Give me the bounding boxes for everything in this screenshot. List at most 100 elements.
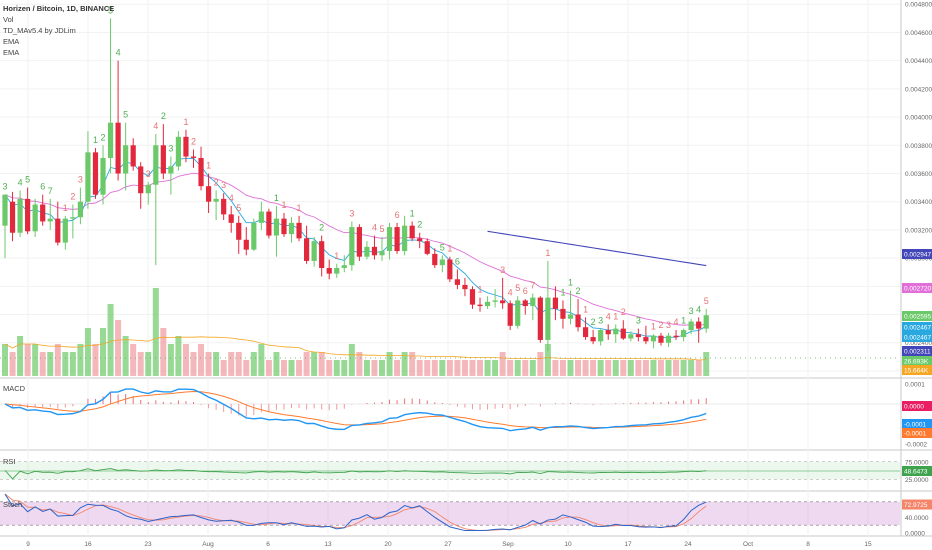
candle-body bbox=[281, 218, 287, 235]
symbol-title: Horizen / Bitcoin, 1D, BINANCE bbox=[3, 4, 115, 13]
candle-body bbox=[25, 198, 31, 232]
volume-bar bbox=[499, 352, 506, 376]
candle-body bbox=[273, 218, 280, 236]
macd-pane-label: MACD bbox=[3, 384, 26, 393]
td-count-label: 1 bbox=[651, 321, 656, 331]
volume-bar bbox=[635, 360, 642, 376]
td-count-label: 1 bbox=[545, 248, 550, 258]
macd-badge bbox=[902, 419, 932, 429]
volume-bar bbox=[492, 360, 499, 376]
candle-body bbox=[598, 330, 604, 342]
price-tick-label: 0.003400 bbox=[905, 199, 932, 206]
price-badge-text: 0.002311 bbox=[904, 349, 931, 356]
candle-body bbox=[500, 300, 506, 304]
td-count-label: 4 bbox=[674, 317, 679, 327]
long-ma-line bbox=[487, 230, 707, 267]
x-tick-label: Sep bbox=[502, 541, 514, 548]
td-count-label: 4 bbox=[372, 223, 377, 233]
volume-bar bbox=[220, 360, 227, 376]
price-tick-label: 0.004800 bbox=[905, 2, 932, 9]
candle-body bbox=[371, 246, 378, 256]
candle-body bbox=[168, 166, 174, 174]
volume-bar bbox=[160, 328, 167, 376]
candle-body bbox=[364, 246, 370, 257]
volume-bar bbox=[371, 360, 378, 376]
td-count-label: 5 bbox=[236, 203, 241, 213]
volume-bar bbox=[235, 352, 242, 376]
macd-badge-text: 0.0000 bbox=[904, 404, 924, 411]
candle-body bbox=[439, 259, 445, 266]
legend-td-ma: TD_MAv5.4 by JDLim bbox=[3, 26, 76, 35]
volume-bar bbox=[529, 360, 536, 376]
volume-bar bbox=[152, 288, 159, 376]
volume-bar bbox=[62, 352, 69, 376]
td-count-label: 5 bbox=[25, 175, 30, 185]
td-count-label: 2 bbox=[214, 177, 219, 187]
volume-bar bbox=[77, 344, 84, 376]
stoch-d-line bbox=[4, 493, 707, 531]
volume-bar bbox=[401, 352, 408, 376]
td-count-label: 2 bbox=[70, 192, 75, 202]
volume-bar bbox=[416, 360, 423, 376]
candle-body bbox=[673, 335, 679, 338]
volume-bar bbox=[356, 352, 363, 376]
volume-bar bbox=[280, 360, 287, 376]
macd-tick-label: 0.0001 bbox=[905, 382, 925, 389]
td-count-label: 3 bbox=[108, 5, 113, 15]
candle-body bbox=[115, 122, 121, 174]
legend-ema-1: EMA bbox=[3, 37, 20, 46]
volume-ma-line bbox=[4, 336, 707, 361]
volume-bar bbox=[326, 360, 333, 376]
candle-body bbox=[575, 314, 581, 328]
candle-body bbox=[703, 315, 709, 329]
candle-body bbox=[288, 222, 295, 235]
volume-bar bbox=[92, 344, 99, 376]
candle-body bbox=[454, 279, 460, 285]
volume-bar bbox=[386, 352, 393, 376]
td-count-label: 1 bbox=[63, 203, 68, 213]
volume-bar bbox=[605, 360, 612, 376]
td-count-label: 4 bbox=[696, 304, 701, 314]
price-tick-label: 0.004400 bbox=[905, 58, 932, 65]
volume-bar bbox=[484, 360, 491, 376]
td-count-label: 2 bbox=[161, 111, 166, 121]
volume-bar bbox=[250, 352, 257, 376]
volume-bar bbox=[122, 336, 129, 376]
candle-body bbox=[582, 327, 589, 338]
candle-body bbox=[138, 166, 144, 194]
volume-bar bbox=[703, 352, 710, 376]
volume-bar bbox=[24, 344, 31, 376]
volume-bar bbox=[582, 360, 589, 376]
volume-bar bbox=[318, 352, 325, 376]
td-count-label: 2 bbox=[319, 223, 324, 233]
td-count-label: 3 bbox=[2, 182, 7, 192]
volume-bar bbox=[84, 328, 91, 376]
candle-body bbox=[213, 198, 219, 202]
candle-body bbox=[560, 308, 566, 319]
stoch-badge-text: 72.9725 bbox=[904, 502, 928, 509]
candle-body bbox=[386, 227, 393, 252]
volume-bar bbox=[537, 352, 544, 376]
td-count-label: 1 bbox=[206, 160, 211, 170]
candle-body bbox=[319, 241, 325, 268]
chart-legend: Horizen / Bitcoin, 1D, BINANCE Vol TD_MA… bbox=[3, 3, 114, 58]
candle-body bbox=[537, 297, 543, 340]
candle-body bbox=[107, 122, 114, 158]
price-tick-label: 0.003000 bbox=[905, 256, 932, 263]
td-count-label: 3 bbox=[666, 320, 671, 330]
candle-body bbox=[462, 284, 468, 290]
price-badge-text: 15.664K bbox=[904, 368, 929, 375]
volume-bar bbox=[673, 360, 680, 376]
candle-body bbox=[530, 297, 536, 307]
x-tick-label: 23 bbox=[144, 541, 152, 548]
td-count-label: 1 bbox=[613, 311, 618, 321]
volume-bar bbox=[205, 352, 212, 376]
candle-body bbox=[628, 334, 634, 339]
volume-bar bbox=[311, 352, 318, 376]
volume-bar bbox=[454, 360, 461, 376]
x-tick-label: 20 bbox=[384, 541, 392, 548]
volume-bar bbox=[439, 360, 446, 376]
candle-body bbox=[696, 321, 702, 329]
volume-bar bbox=[461, 360, 468, 376]
